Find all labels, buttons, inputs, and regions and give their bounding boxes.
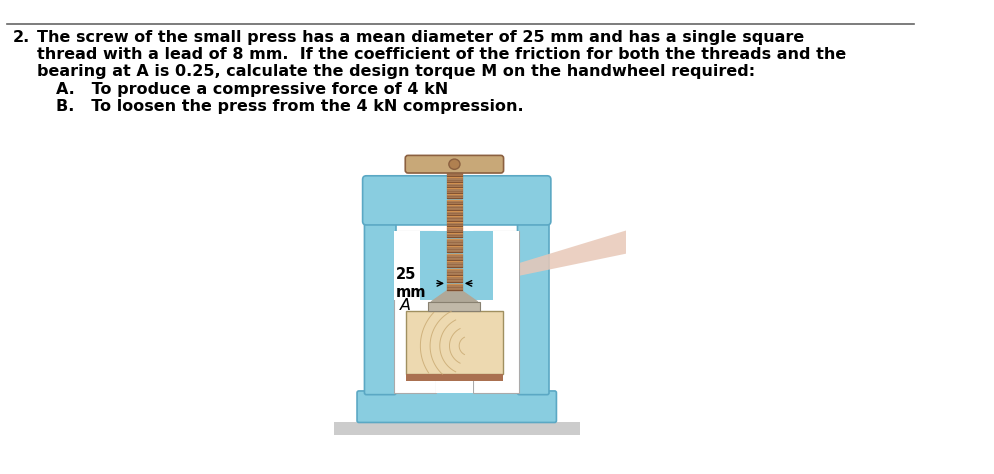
FancyBboxPatch shape — [518, 215, 549, 395]
Text: 25: 25 — [396, 266, 416, 282]
Bar — [493, 230, 519, 300]
Polygon shape — [447, 210, 462, 215]
Polygon shape — [447, 222, 462, 226]
FancyBboxPatch shape — [363, 176, 551, 225]
Polygon shape — [447, 177, 462, 182]
FancyBboxPatch shape — [357, 391, 557, 422]
Bar — [395, 230, 435, 393]
Polygon shape — [447, 269, 462, 275]
Text: B.   To loosen the press from the 4 kN compression.: B. To loosen the press from the 4 kN com… — [56, 99, 523, 114]
Bar — [428, 302, 480, 311]
Bar — [420, 230, 493, 300]
Text: 2.: 2. — [13, 30, 30, 45]
Polygon shape — [447, 261, 462, 267]
Polygon shape — [447, 228, 462, 232]
Text: A: A — [400, 298, 411, 313]
FancyBboxPatch shape — [406, 155, 504, 173]
Polygon shape — [464, 230, 626, 287]
Text: mm: mm — [396, 285, 426, 300]
Polygon shape — [447, 254, 462, 260]
Polygon shape — [447, 205, 462, 210]
Text: The screw of the small press has a mean diameter of 25 mm and has a single squar: The screw of the small press has a mean … — [37, 30, 804, 45]
Polygon shape — [447, 183, 462, 187]
Polygon shape — [431, 291, 478, 302]
Text: thread with a lead of 8 mm.  If the coefficient of the friction for both the thr: thread with a lead of 8 mm. If the coeff… — [37, 47, 846, 62]
Bar — [473, 230, 519, 393]
Polygon shape — [447, 194, 462, 199]
Polygon shape — [447, 284, 462, 290]
Polygon shape — [447, 246, 462, 252]
Polygon shape — [447, 172, 462, 176]
Polygon shape — [447, 188, 462, 193]
Bar — [435, 230, 473, 393]
Bar — [395, 230, 420, 300]
Text: bearing at A is 0.25, calculate the design torque M on the handwheel required:: bearing at A is 0.25, calculate the desi… — [37, 64, 755, 79]
Bar — [407, 374, 503, 381]
Bar — [407, 311, 503, 374]
Text: A.   To produce a compressive force of 4 kN: A. To produce a compressive force of 4 k… — [56, 82, 448, 97]
FancyBboxPatch shape — [365, 215, 396, 395]
Polygon shape — [447, 276, 462, 283]
Polygon shape — [447, 200, 462, 204]
Ellipse shape — [449, 159, 460, 169]
Polygon shape — [447, 233, 462, 237]
Polygon shape — [447, 216, 462, 221]
Bar — [334, 422, 580, 436]
Polygon shape — [447, 239, 462, 245]
